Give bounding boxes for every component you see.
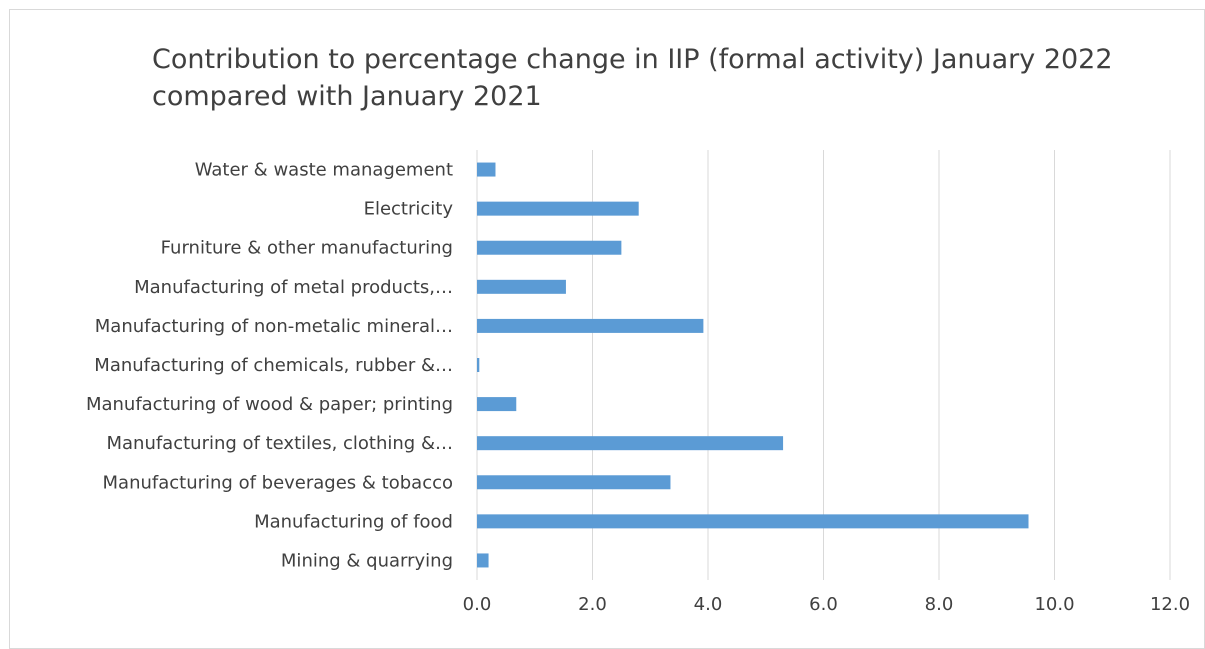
x-tick-label: 0.0 [463, 594, 492, 615]
category-label: Manufacturing of wood & paper; printing [86, 394, 453, 415]
bar [477, 279, 566, 294]
bar [477, 162, 496, 177]
category-label: Manufacturing of beverages & tobacco [103, 472, 453, 493]
gridlines [476, 150, 1171, 580]
category-label: Manufacturing of food [254, 511, 453, 532]
bar [477, 514, 1029, 529]
bar [477, 397, 517, 412]
bar [477, 553, 489, 568]
x-tick-label: 2.0 [578, 594, 607, 615]
category-label: Furniture & other manufacturing [161, 238, 453, 259]
category-label: Manufacturing of chemicals, rubber &… [94, 355, 453, 376]
bars [477, 162, 1029, 568]
category-label: Manufacturing of metal products,… [134, 277, 453, 298]
x-tick-label: 8.0 [925, 594, 954, 615]
category-label: Manufacturing of non-metalic mineral… [95, 316, 453, 337]
category-label: Electricity [364, 199, 454, 220]
x-axis-tick-labels: 0.0 2.0 4.0 6.0 8.0 10.0 12.0 [463, 594, 1190, 615]
chart-title: Contribution to percentage change in IIP… [152, 44, 1113, 112]
bar [477, 358, 480, 372]
category-label: Manufacturing of textiles, clothing &… [106, 433, 453, 454]
x-tick-label: 12.0 [1150, 594, 1190, 615]
bar [477, 201, 639, 216]
x-tick-label: 10.0 [1034, 594, 1074, 615]
category-label: Mining & quarrying [281, 550, 453, 571]
x-tick-label: 6.0 [809, 594, 838, 615]
category-labels: Mining & quarrying Manufacturing of food M… [86, 160, 453, 572]
x-tick-label: 4.0 [694, 594, 723, 615]
bar [477, 240, 622, 255]
category-label: Water & waste management [195, 160, 453, 181]
bar [477, 475, 671, 490]
bar [477, 436, 784, 451]
bar [477, 318, 704, 333]
